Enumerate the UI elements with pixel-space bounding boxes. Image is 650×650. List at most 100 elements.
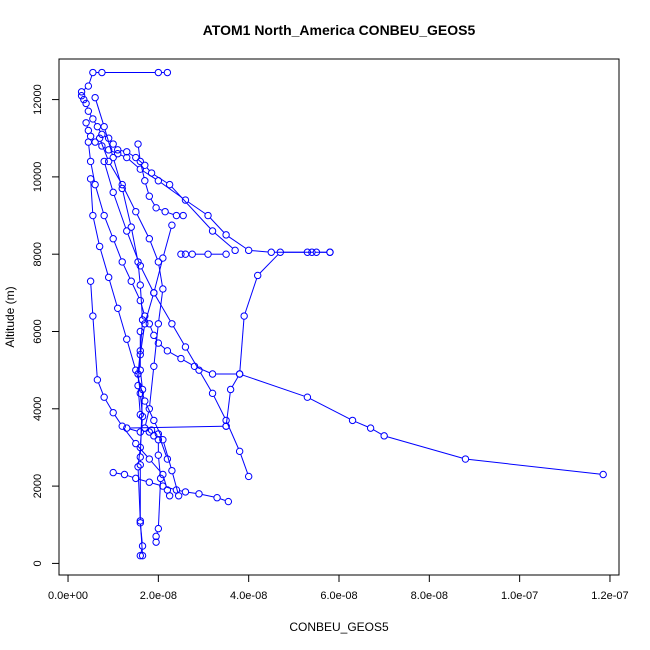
series-layer (77, 68, 607, 560)
data-point (177, 250, 185, 258)
series-segment (137, 450, 141, 464)
y-tick-label: 8000 (32, 242, 44, 266)
series-segment (145, 183, 149, 194)
data-point (159, 285, 167, 293)
series-segment (90, 284, 94, 313)
data-point (114, 146, 122, 154)
data-point (134, 463, 142, 471)
series-segment (145, 295, 154, 321)
series-segment (140, 323, 143, 348)
series-segment (140, 373, 143, 387)
data-point (86, 157, 95, 166)
data-point (95, 242, 104, 251)
data-point (204, 211, 212, 220)
data-point (154, 177, 163, 185)
series-segment (244, 278, 258, 314)
data-point (138, 551, 147, 560)
series-segment (137, 147, 141, 159)
data-point (312, 248, 321, 256)
series-segment (163, 477, 167, 488)
data-point (181, 250, 190, 258)
profile-series (109, 468, 233, 506)
data-point (118, 258, 126, 266)
profile-series (84, 138, 607, 479)
data-point (181, 343, 190, 351)
data-point (123, 153, 131, 162)
series-segment (160, 344, 166, 350)
y-tick-label: 2000 (32, 474, 44, 498)
series-segment (373, 429, 382, 435)
series-segment (111, 150, 115, 153)
data-point (80, 95, 88, 104)
series-segment (213, 395, 226, 418)
series-segment (92, 319, 98, 377)
data-point (165, 180, 174, 189)
series-segment (188, 491, 196, 494)
data-point (109, 235, 117, 243)
data-point (599, 470, 607, 479)
data-point (84, 82, 93, 90)
series-segment (137, 445, 148, 457)
data-point (165, 492, 174, 500)
x-axis: 0.0e+00 2.0e-08 4.0e-08 6.0e-08 8.0e-08 1.0e-… (48, 574, 629, 602)
series-segment (116, 472, 122, 475)
series-segment (169, 351, 179, 358)
data-point (276, 248, 284, 256)
series-segment (98, 382, 104, 395)
series-segment (225, 392, 231, 424)
data-point (109, 188, 117, 197)
series-segment (158, 436, 167, 457)
data-point (208, 227, 217, 235)
data-point (244, 246, 253, 255)
data-point (152, 204, 160, 212)
data-point (141, 177, 149, 185)
series-segment (146, 167, 150, 171)
data-point (150, 416, 158, 425)
series-segment (131, 230, 138, 259)
data-point (222, 416, 230, 425)
series-segment (137, 357, 141, 383)
data-point (136, 157, 144, 166)
data-point (98, 68, 106, 77)
series-segment (151, 461, 162, 473)
series-segment (109, 163, 122, 183)
series-segment (127, 475, 133, 478)
data-point (380, 432, 388, 440)
profile-series (86, 277, 174, 500)
series-segment (127, 342, 136, 368)
data-point (89, 211, 97, 220)
series-segment (142, 170, 156, 180)
data-point (150, 362, 158, 370)
series-segment (240, 454, 249, 474)
x-tick-label: 0.0e+00 (48, 590, 88, 602)
series-segment (468, 458, 601, 475)
series-segment (251, 250, 269, 253)
series-segment (150, 241, 158, 260)
series-segment (136, 214, 149, 237)
data-point (179, 211, 187, 220)
series-segment (93, 218, 100, 244)
series-segment (163, 228, 172, 256)
data-point (132, 474, 140, 483)
data-point (127, 277, 135, 285)
series-segment (114, 415, 121, 424)
data-point (161, 207, 169, 216)
series-segment (172, 473, 179, 493)
data-point (195, 366, 203, 374)
data-point (348, 416, 357, 425)
series-segment (120, 154, 124, 157)
data-point (123, 227, 131, 235)
data-point (95, 134, 104, 142)
data-point (100, 211, 108, 220)
data-point (145, 320, 154, 328)
data-point (114, 149, 122, 158)
series-segment (259, 254, 279, 274)
y-tick-label: 12000 (32, 84, 44, 115)
data-point (154, 68, 163, 77)
data-point (195, 490, 203, 498)
data-point (98, 130, 106, 139)
data-point (136, 461, 144, 469)
profile-series (134, 140, 187, 220)
data-point (163, 347, 172, 355)
